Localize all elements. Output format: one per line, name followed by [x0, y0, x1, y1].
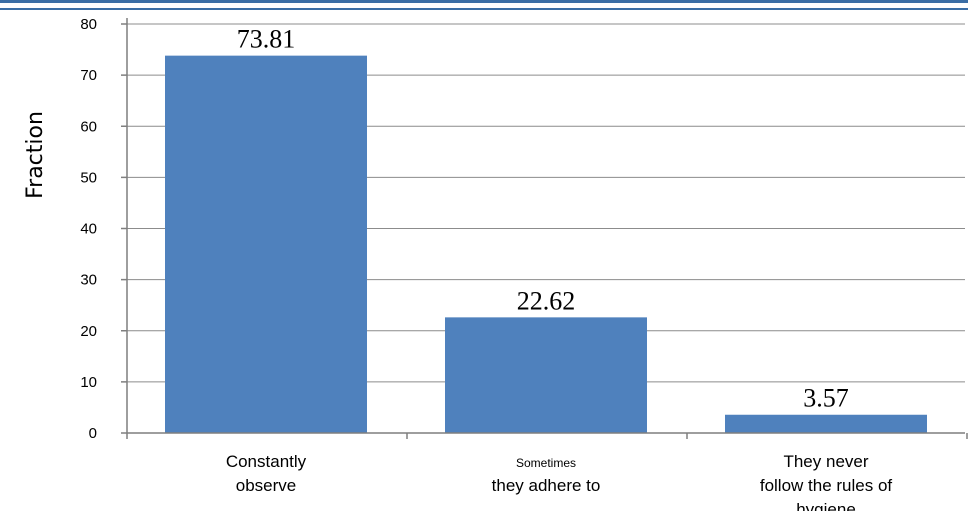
y-tick-label: 80 — [80, 16, 97, 33]
category-label: Constantly observe — [226, 452, 307, 495]
y-tick-label: 10 — [80, 374, 97, 391]
bar — [725, 414, 927, 433]
top-border — [0, 0, 968, 3]
y-tick-label: 20 — [80, 323, 97, 340]
category-label-line: hygiene — [796, 500, 856, 511]
category-label-line: they adhere to — [492, 476, 601, 495]
category-label: Sometimes they adhere to — [492, 456, 601, 495]
y-tick-label: 60 — [80, 118, 97, 135]
data-label: 3.57 — [803, 384, 849, 413]
category-label-line: They never — [783, 452, 868, 471]
y-tick-label: 50 — [80, 169, 97, 186]
y-tick-label: 30 — [80, 272, 97, 289]
bars — [165, 55, 927, 434]
bar — [165, 55, 367, 434]
axes — [121, 18, 968, 439]
y-tick-label: 70 — [80, 67, 97, 84]
y-tick-labels: 0 10 20 30 40 50 60 70 80 — [80, 16, 97, 442]
category-labels: Constantly observe Sometimes they adhere to… — [226, 452, 893, 511]
y-tick-label: 40 — [80, 221, 97, 238]
y-tick-label: 0 — [89, 425, 97, 442]
y-axis-label: Fraction — [23, 111, 48, 199]
category-label: They never follow the rules of hygiene — [760, 452, 893, 511]
category-label-line: follow the rules of — [760, 476, 893, 495]
chart-decoration — [0, 0, 968, 10]
data-label: 22.62 — [517, 286, 576, 315]
data-label: 73.81 — [237, 25, 296, 54]
category-label-line: observe — [236, 476, 296, 495]
bar — [445, 317, 647, 433]
data-labels: 73.81 22.62 3.57 — [237, 25, 849, 413]
category-label-line: Constantly — [226, 452, 307, 471]
category-label-line: Sometimes — [516, 456, 576, 470]
